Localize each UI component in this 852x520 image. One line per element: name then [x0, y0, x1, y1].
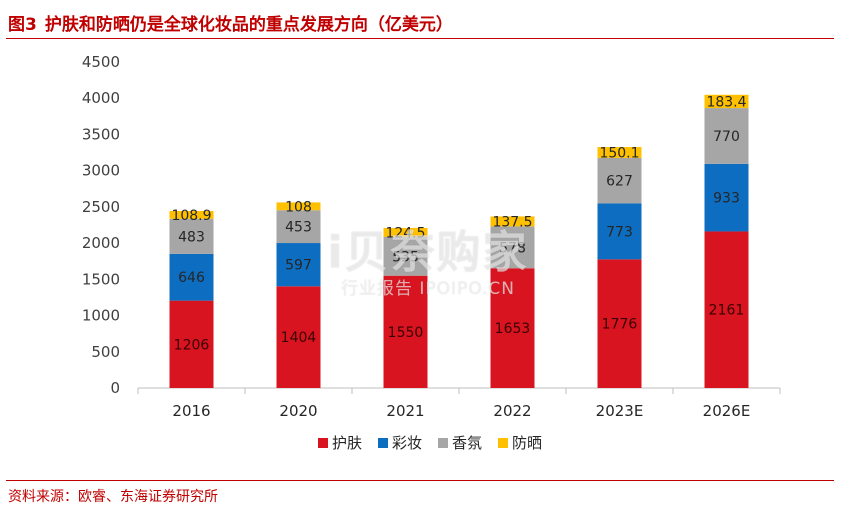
y-tick-label: 3000: [82, 162, 120, 180]
y-tick-label: 500: [91, 343, 120, 361]
legend-label: 防晒: [512, 434, 542, 452]
legend-swatch: [378, 438, 388, 448]
data-label: 108: [285, 199, 312, 215]
source-bar: 资料来源：欧睿、东海证券研究所: [6, 480, 834, 511]
x-tick-label: 2026E: [703, 402, 751, 420]
y-tick-label: 4500: [82, 53, 120, 71]
bar-segment: [169, 218, 214, 254]
data-label: 578: [499, 240, 526, 256]
y-tick-label: 1000: [82, 307, 120, 325]
bar-segment: [169, 300, 214, 388]
data-label: 773: [606, 224, 633, 240]
bar-segment: [704, 231, 749, 388]
x-tick-label: 2016: [172, 402, 210, 420]
data-label: 770: [713, 129, 740, 145]
data-label: 483: [178, 229, 205, 245]
data-label: 1550: [388, 325, 424, 341]
data-label: 453: [285, 220, 312, 236]
data-label: 1404: [281, 330, 317, 346]
bar-segment: [169, 253, 214, 301]
y-tick-label: 3500: [82, 125, 120, 143]
y-tick-label: 0: [110, 379, 120, 397]
data-label: 1206: [174, 337, 210, 353]
legend-swatch: [438, 438, 448, 448]
y-tick-label: 2000: [82, 234, 120, 252]
bar-segment: [704, 163, 749, 232]
bar-segment: [597, 203, 642, 260]
legend-label: 彩妆: [392, 434, 422, 452]
legend-label: 香氛: [452, 434, 482, 452]
bar-segment: [383, 275, 428, 388]
bar-segment: [490, 268, 535, 388]
bar-segment: [276, 210, 321, 244]
bar-segment: [383, 227, 428, 237]
data-label: 150.1: [599, 145, 639, 161]
legend-label: 护肤: [332, 434, 362, 452]
data-label: 1776: [602, 317, 638, 333]
figure-number: 图3: [8, 14, 37, 35]
legend-swatch: [318, 438, 328, 448]
x-tick-label: 2021: [386, 402, 424, 420]
x-tick-label: 2023E: [596, 402, 644, 420]
bar-segment: [597, 259, 642, 388]
chart-area: 0 500 1000 1500 2000 2500 3000 3500 4000 4500 1206…: [0, 40, 852, 480]
data-label: 646: [178, 270, 205, 286]
data-label: 1653: [495, 321, 531, 337]
data-label: 2161: [709, 303, 745, 319]
y-tick-label: 4000: [82, 89, 120, 107]
bar-segment: [276, 286, 321, 388]
bar-segment: [276, 243, 321, 287]
data-label: 124.5: [385, 225, 425, 241]
y-tick-label: 2500: [82, 198, 120, 216]
data-label: 108.9: [171, 208, 211, 224]
source-note: 资料来源：欧睿、东海证券研究所: [8, 489, 218, 505]
data-label: 183.4: [706, 94, 746, 110]
bar-segment: [383, 236, 428, 276]
data-label: 137.5: [492, 214, 532, 230]
figure-title: 护肤和防晒仍是全球化妆品的重点发展方向（亿美元）: [44, 14, 453, 35]
bar-segment: [169, 210, 214, 219]
bar-segment: [276, 202, 321, 211]
bar-segment: [704, 94, 749, 109]
data-label: 535: [392, 249, 419, 265]
x-tick-label: 2022: [493, 402, 531, 420]
data-label: 627: [606, 174, 633, 190]
x-tick-label: 2020: [279, 402, 317, 420]
stacked-bar-chart: 0 500 1000 1500 2000 2500 3000 3500 4000 4500 1206…: [82, 53, 781, 452]
legend-swatch: [498, 438, 508, 448]
y-tick-label: 1500: [82, 270, 120, 288]
bar-segment: [597, 157, 642, 204]
figure-title-bar: 图3 护肤和防晒仍是全球化妆品的重点发展方向（亿美元）: [6, 6, 834, 39]
bar-segment: [597, 147, 642, 158]
bar-segment: [490, 216, 535, 227]
bar-segment: [704, 108, 749, 164]
data-label: 597: [285, 258, 312, 274]
bar-segment: [490, 226, 535, 269]
data-label: 933: [713, 191, 740, 207]
